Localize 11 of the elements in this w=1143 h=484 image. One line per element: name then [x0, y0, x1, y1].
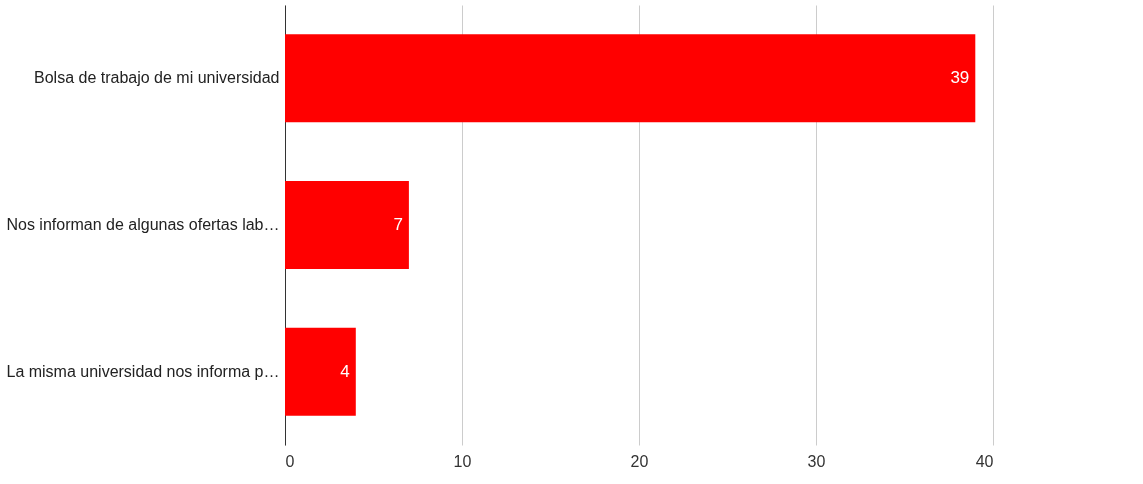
x-tick-label: 10 [453, 452, 472, 470]
data-label: 39 [950, 68, 970, 88]
y-tick-label: Nos informan de algunas ofertas lab… [6, 216, 280, 233]
x-tick-label: 30 [807, 452, 826, 470]
y-tick-label: La misma universidad nos informa p… [6, 362, 280, 380]
x-tick-label: 20 [630, 452, 649, 470]
data-label: 4 [340, 361, 350, 381]
x-tick-label: 0 [285, 452, 295, 470]
data-label: 7 [393, 215, 403, 234]
y-tick-label: Bolsa de trabajo de mi universidad [34, 69, 280, 87]
x-tick-label: 40 [975, 452, 994, 470]
